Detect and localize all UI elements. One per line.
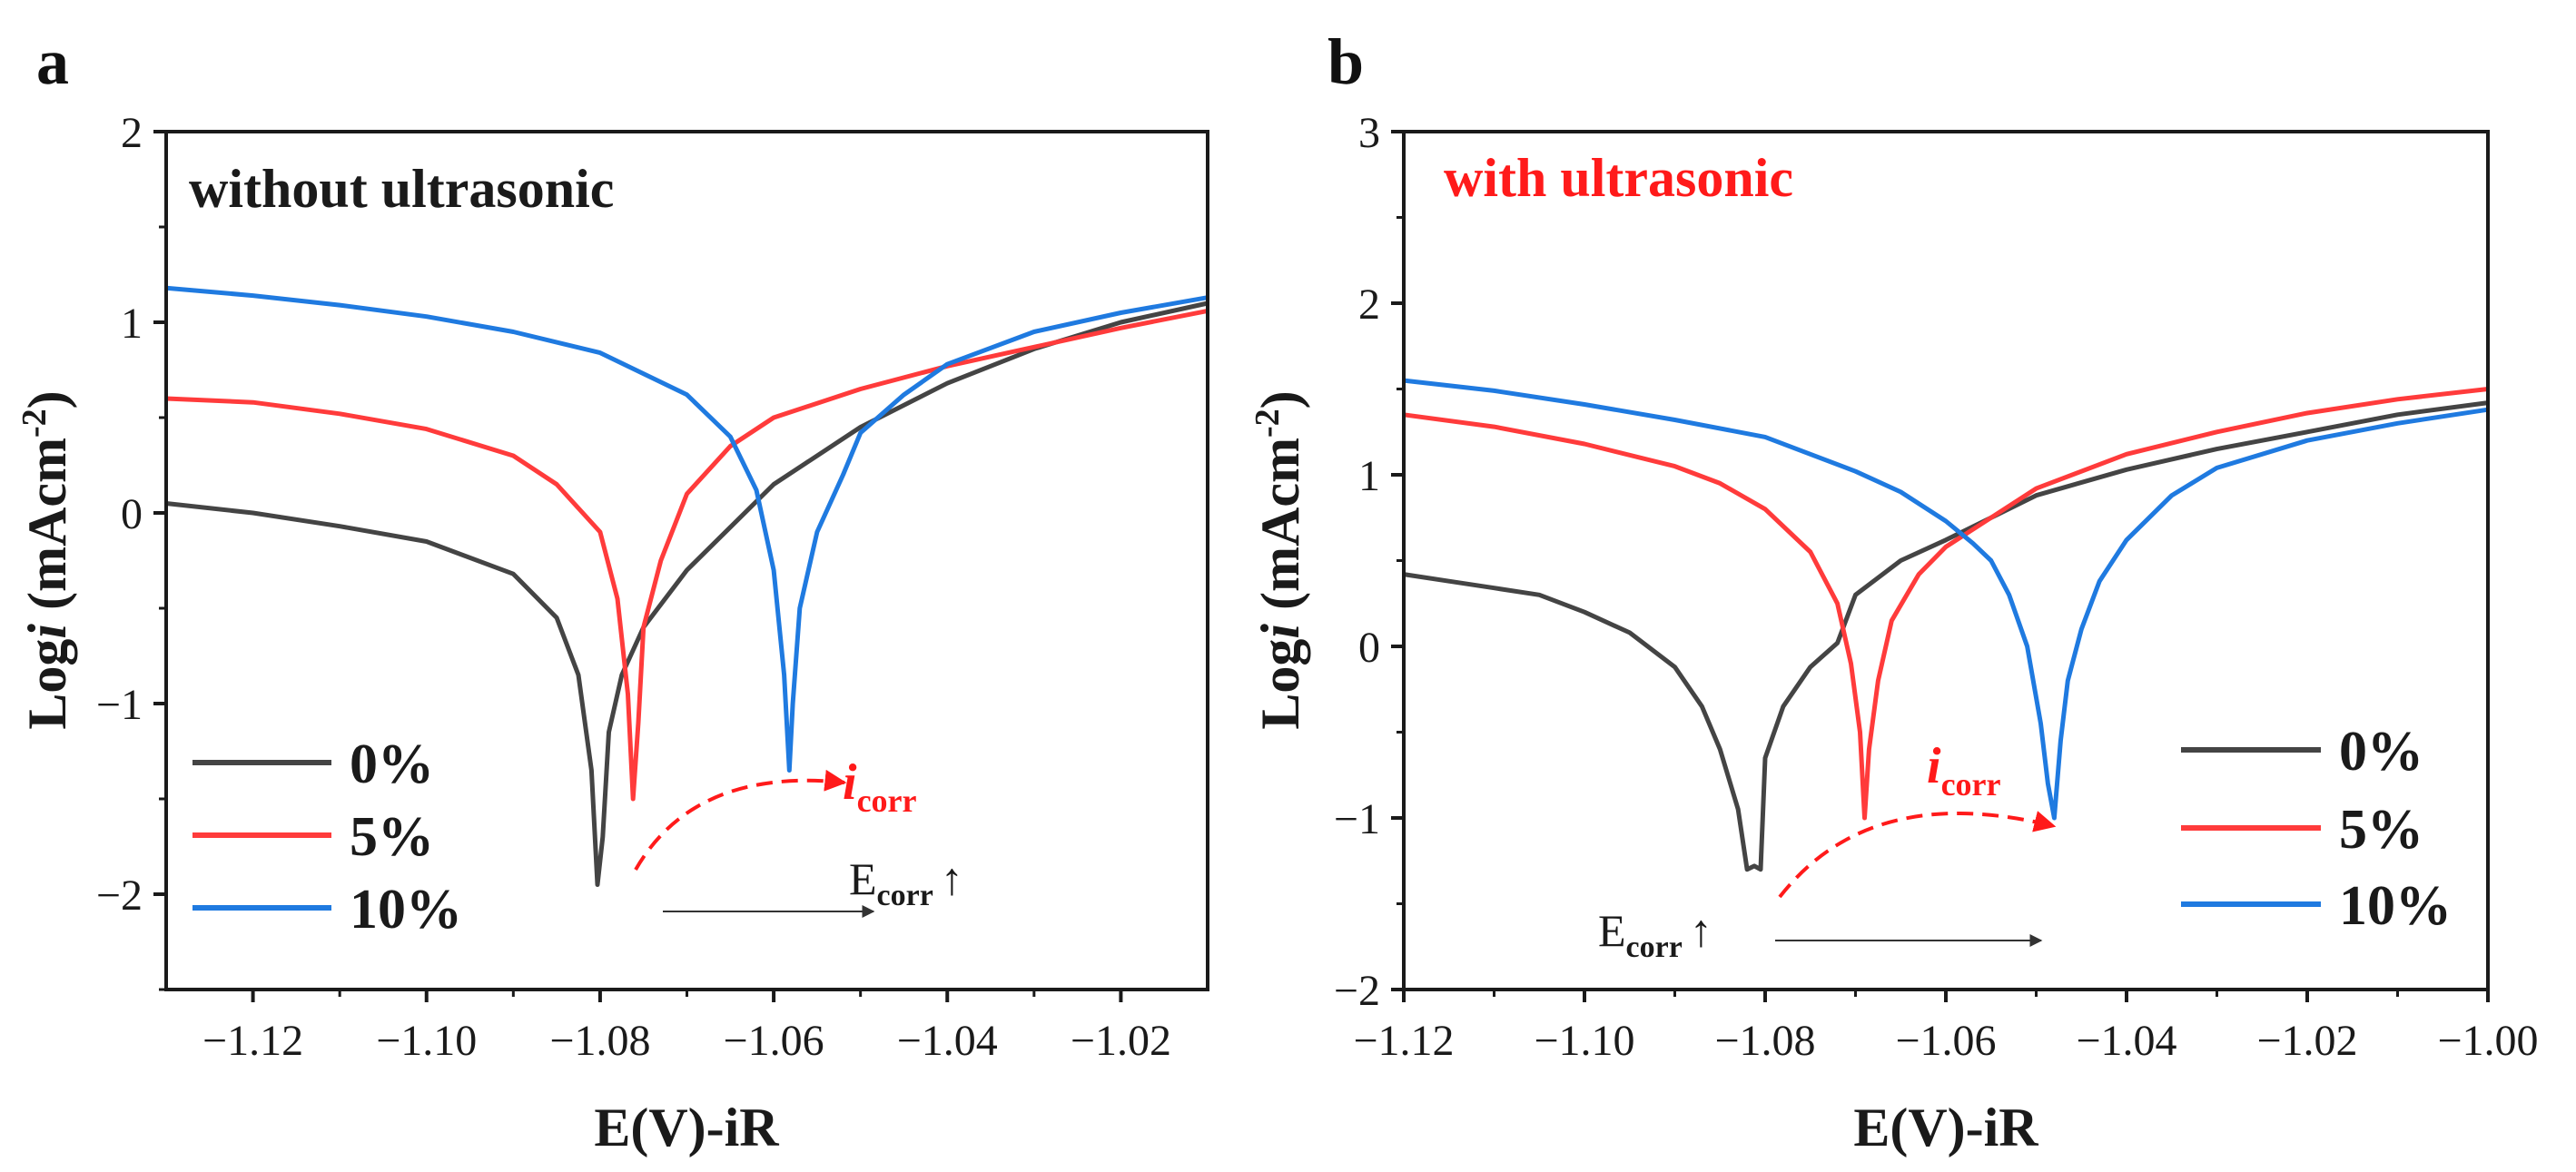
plot-frame [1402, 130, 2490, 991]
y-axis-label: Logi (mAcm-2) [1249, 390, 1310, 729]
series-line-0pct [1403, 400, 2489, 872]
legend: 0% 5% 10% [2181, 721, 2452, 937]
condition-label: with ultrasonic [1444, 148, 1793, 208]
legend-label-10: 10% [350, 879, 462, 941]
x-axis-label: E(V)-iR [1853, 1098, 2038, 1157]
y-tick-label: 2 [1358, 281, 1380, 329]
panel-b: b with ultrasonic −1.12 −1.10 −1.08 −1.06 −1… [1249, 25, 2539, 1157]
legend-label-0: 0% [350, 734, 434, 795]
icorr-label: icorr [843, 754, 917, 819]
series-line-5pct [1403, 387, 2489, 821]
y-tick-label: 2 [121, 109, 143, 157]
icorr-label: icorr [1927, 738, 2001, 803]
icorr-arrow [1778, 811, 2057, 899]
y-tick-label: −1 [1334, 795, 1380, 843]
condition-label: without ultrasonic [189, 159, 614, 219]
series-line-5pct [165, 308, 1209, 802]
x-tick-label: −1.08 [1714, 1017, 1815, 1065]
series-line-10pct [165, 285, 1209, 773]
x-axis-label: E(V)-iR [594, 1098, 779, 1157]
y-axis-label: Logi (mAcm-2) [15, 390, 77, 729]
ecorr-label: Ecorr ↑ [849, 853, 963, 912]
axis-ticks: −1.12 −1.10 −1.08 −1.06 −1.04 −1.02 −1.00 −2 −1 0… [1334, 109, 2539, 1065]
legend: 0% 5% 10% [192, 734, 462, 941]
panel-letter: a [36, 25, 69, 98]
y-tick-label: 1 [121, 300, 143, 348]
y-tick-label: 1 [1358, 452, 1380, 500]
axis-ticks: −1.12 −1.10 −1.08 −1.06 −1.04 −1.02 −2 −1 0 1 2 [96, 109, 1171, 1065]
y-tick-label: 0 [121, 490, 143, 538]
x-tick-label: −1.08 [549, 1017, 650, 1065]
plot-area [1403, 378, 2489, 872]
icorr-arrow [634, 769, 847, 871]
plot-area [165, 285, 1209, 887]
y-tick-label: −1 [96, 681, 143, 729]
y-tick-label: −2 [1334, 967, 1380, 1015]
series-line-0pct [165, 300, 1209, 887]
x-tick-label: −1.12 [1353, 1017, 1454, 1065]
legend-label-5: 5% [350, 806, 434, 868]
plot-frame [164, 130, 1209, 991]
x-tick-label: −1.12 [202, 1017, 303, 1065]
series-line-10pct [1403, 378, 2489, 821]
x-tick-label: −1.06 [724, 1017, 824, 1065]
ecorr-label: Ecorr ↑ [1598, 905, 1712, 964]
x-tick-label: −1.10 [1534, 1017, 1634, 1065]
x-tick-label: −1.06 [1895, 1017, 1996, 1065]
legend-label-10: 10% [2339, 875, 2452, 937]
legend-label-0: 0% [2339, 721, 2423, 783]
legend-label-5: 5% [2339, 799, 2423, 861]
x-tick-label: −1.04 [2076, 1017, 2176, 1065]
x-tick-label: −1.02 [1071, 1017, 1171, 1065]
y-tick-label: 3 [1358, 109, 1380, 157]
y-tick-label: −2 [96, 872, 143, 920]
y-tick-label: 0 [1358, 624, 1380, 672]
panel-a: a without ultrasonic −1.12 −1.10 −1.08 −1.0… [15, 25, 1209, 1157]
x-tick-label: −1.00 [2437, 1017, 2538, 1065]
x-tick-label: −1.02 [2256, 1017, 2357, 1065]
x-tick-label: −1.04 [897, 1017, 998, 1065]
panel-letter: b [1327, 25, 1364, 98]
x-tick-label: −1.10 [376, 1017, 477, 1065]
